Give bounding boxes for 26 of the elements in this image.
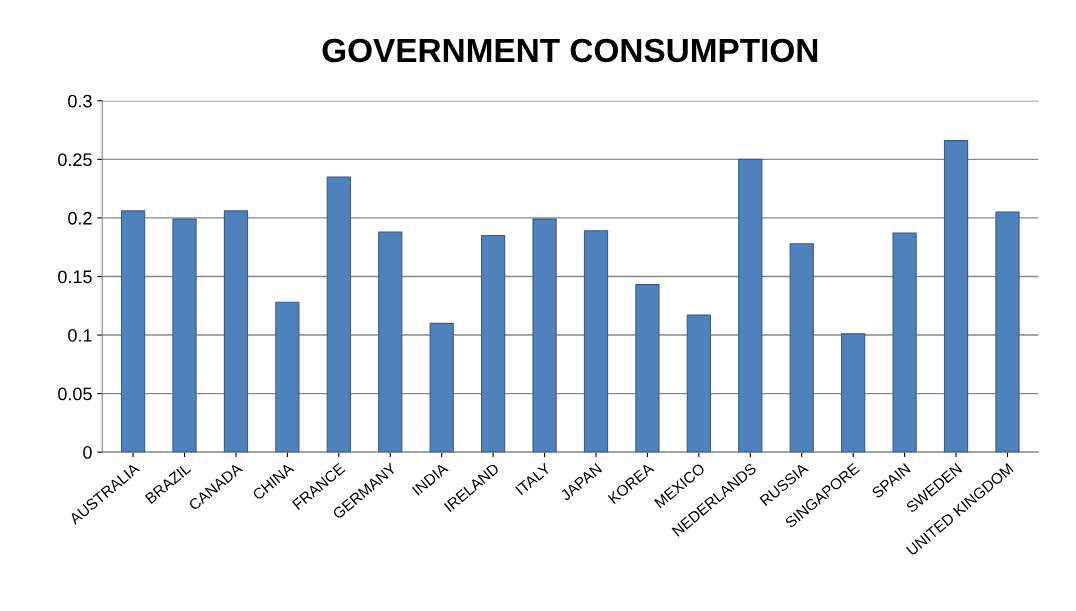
bar [789,243,814,453]
bar [583,230,609,453]
y-tick-label: 0.15 [58,270,92,284]
bar [429,322,454,453]
y-tick-label: 0.3 [68,94,92,108]
bar [995,211,1020,453]
bar [480,234,506,453]
bar [532,218,557,453]
bar [686,314,711,453]
bar [892,232,917,453]
y-tick-label: 0.25 [58,153,92,167]
bar [172,218,197,453]
bar [326,176,351,453]
bar [378,231,403,453]
bar [738,158,763,453]
y-tick-label: 0.2 [68,211,92,225]
chart-title: GOVERNMENT CONSUMPTION [322,38,818,63]
y-tick-label: 0 [83,446,92,459]
bar [223,210,249,453]
bar [120,210,146,453]
bar [275,301,300,453]
bar [943,140,969,453]
y-tick-label: 0.1 [68,328,92,342]
bar [841,333,866,453]
y-tick-label: 0.05 [58,387,92,401]
bar [635,284,660,453]
